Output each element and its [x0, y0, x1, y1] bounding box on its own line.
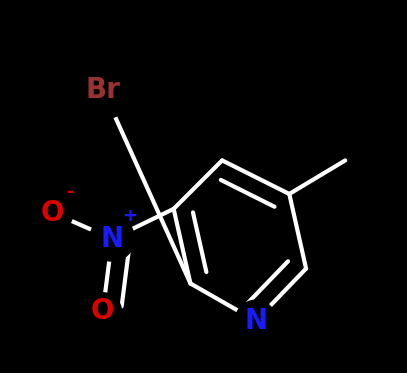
Circle shape: [32, 192, 73, 233]
Text: +: +: [123, 207, 138, 225]
Circle shape: [90, 216, 134, 261]
Circle shape: [84, 293, 121, 330]
Text: O: O: [91, 297, 114, 326]
Text: O: O: [41, 198, 64, 227]
Text: N: N: [101, 225, 124, 253]
Circle shape: [73, 60, 133, 119]
Circle shape: [235, 300, 276, 341]
Text: Br: Br: [85, 75, 120, 104]
Text: N: N: [244, 307, 267, 335]
Text: -: -: [67, 183, 75, 201]
